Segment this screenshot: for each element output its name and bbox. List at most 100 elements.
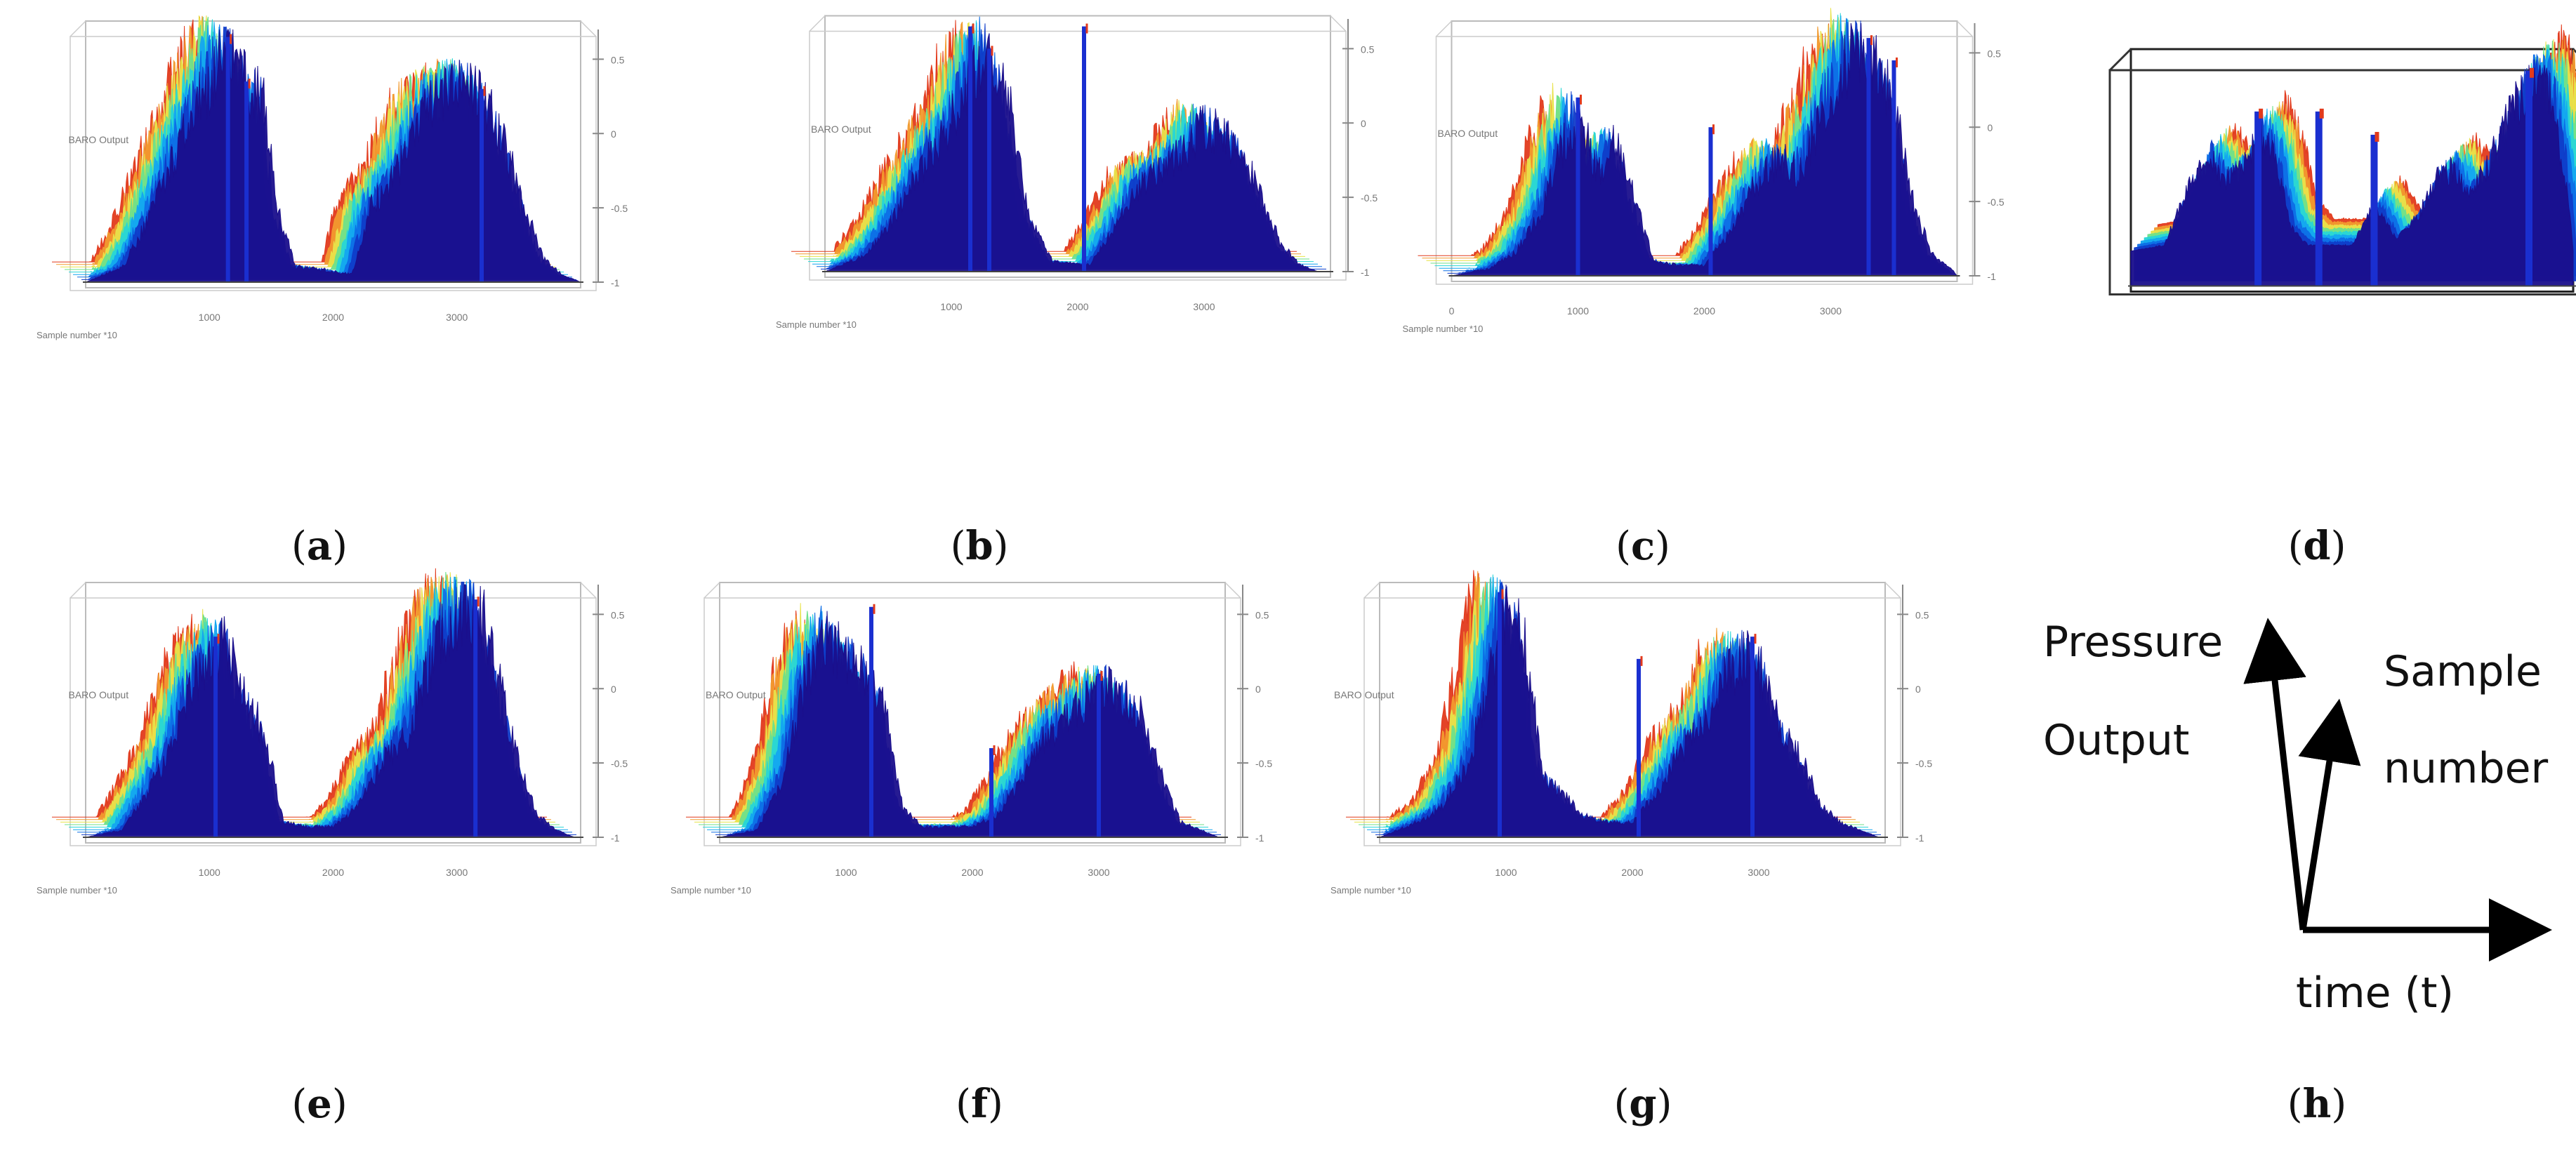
z-axis-title: BARO Output: [1438, 128, 1498, 139]
caption-b: (b): [950, 523, 1009, 569]
chart-b: 0.5 0 -0.5 -1 BARO Output 1000 2000 3000 Sample …: [776, 15, 1378, 330]
x-axis-title: Sample number *10: [776, 319, 857, 330]
panel-d: 0.50-0.5-1: [2036, 24, 2576, 519]
z-tick-label: -1: [1255, 832, 1264, 844]
z-tick-label: -1: [611, 832, 620, 844]
frame-edge: [1435, 20, 1453, 37]
z-tick-label: -1: [1361, 267, 1370, 278]
layer-g-0: [1379, 584, 1885, 838]
z-axis-f: 0.5 0 -0.5 -1: [1237, 585, 1272, 844]
pressure-label: Pressure: [2043, 618, 2224, 667]
frame-back: [1379, 582, 1886, 844]
z-axis-g: 0.5 0 -0.5 -1: [1897, 585, 1932, 844]
z-tick-label: 0.5: [611, 54, 625, 65]
frame-edge: [1956, 20, 1974, 37]
caption-f: (f): [956, 1081, 1003, 1127]
caption-a: (a): [291, 523, 348, 569]
caption-g: (g): [1613, 1081, 1672, 1127]
z-tick-label: -0.5: [1361, 192, 1378, 204]
frame-edge: [1330, 15, 1347, 32]
sample-axis-arrow: [2298, 698, 2361, 931]
frame-edge: [580, 582, 597, 599]
z-tick-label: -1: [1915, 832, 1924, 844]
frame-edge: [1224, 582, 1241, 599]
chart-e: 0.5 0 -0.5 -1 BARO Output 1000 2000 3000 Sample …: [37, 568, 628, 896]
x-tick-label: 1000: [199, 867, 220, 878]
time-label: time (t): [2296, 969, 2454, 1018]
panel-c: 0.5 0 -0.5 -1 BARO Output 0 1000 2000 3000 Sample…: [1362, 0, 2004, 533]
caption-h: (h): [2287, 1081, 2347, 1127]
plot-frame-f: [704, 582, 1241, 846]
z-tick-label: 0.5: [1915, 609, 1929, 620]
panel-h-legend: Pressure Output Sample number time (t): [2022, 604, 2570, 1039]
x-tick-label: 2000: [1693, 305, 1715, 317]
panel-f: 0.5 0 -0.5 -1 BARO Output 1000 2000 3000 Sample …: [671, 561, 1272, 1095]
z-tick-label: 0: [1915, 684, 1921, 695]
x-tick-label: 0: [1449, 305, 1455, 317]
layer-d-0: [2130, 65, 2574, 286]
plot-frame-c: [1435, 20, 1974, 285]
frame-back: [824, 15, 1331, 278]
caption-c: (c): [1616, 523, 1670, 569]
z-axis-a: 0.5 0 -0.5 -1: [593, 29, 628, 288]
x-tick-label: 3000: [1820, 305, 1842, 317]
frame-edge: [809, 15, 826, 32]
chart-f: 0.5 0 -0.5 -1 BARO Output 1000 2000 3000 Sample …: [671, 582, 1272, 896]
chart-a: 0.5 0 -0.5 -1 BARO Output 1000 2000 3000 Sample …: [37, 15, 628, 340]
frame-front: [1363, 597, 1901, 846]
number-label: number: [2384, 744, 2549, 793]
z-axis-title: BARO Output: [1334, 689, 1394, 700]
frame-back: [85, 20, 581, 288]
x-tick-label: 1000: [835, 867, 857, 878]
z-tick-label: 0: [1255, 684, 1261, 695]
x-tick-label: 2000: [1066, 301, 1088, 312]
z-tick-label: 0: [611, 128, 616, 140]
x-tick-label: 2000: [961, 867, 983, 878]
z-axis-c: 0.5 0 -0.5 -1: [1969, 23, 2004, 282]
frame-edge: [70, 20, 86, 37]
x-tick-label: 2000: [322, 312, 344, 323]
plot-frame-b: [809, 15, 1347, 281]
z-tick-label: -1: [1988, 271, 1997, 282]
z-tick-label: 0.5: [1361, 44, 1375, 55]
frame-edge: [2108, 48, 2132, 72]
x-tick-label: 2000: [1621, 867, 1643, 878]
z-tick-label: 0: [611, 684, 616, 695]
plot-frame-g: [1363, 582, 1901, 846]
chart-g: 0.5 0 -0.5 -1 BARO Output 1000 2000 3000 Sample …: [1330, 570, 1932, 896]
x-tick-label: 3000: [1193, 301, 1215, 312]
z-tick-label: 0.5: [611, 609, 625, 620]
x-axis-title: Sample number *10: [37, 885, 117, 896]
z-tick-label: -0.5: [611, 758, 628, 769]
layer-e-0: [85, 584, 581, 838]
panel-g: 0.5 0 -0.5 -1 BARO Output 1000 2000 3000 Sample …: [1330, 561, 1932, 1095]
pressure-axis-arrow: [2243, 618, 2306, 931]
frame-edge: [70, 582, 86, 599]
x-axis-title: Sample number *10: [37, 330, 117, 340]
z-tick-label: -0.5: [611, 203, 628, 214]
x-tick-label: 2000: [322, 867, 344, 878]
chart-d: 0.50-0.5-1: [2108, 24, 2576, 295]
z-axis-title: BARO Output: [706, 689, 766, 700]
x-tick-label: 1000: [940, 301, 962, 312]
layer-b-0: [824, 33, 1330, 272]
x-tick-label: 3000: [1088, 867, 1109, 878]
panel-e: 0.5 0 -0.5 -1 BARO Output 1000 2000 3000 Sample …: [37, 561, 628, 1095]
z-axis-title: BARO Output: [69, 134, 129, 145]
frame-back: [85, 582, 581, 844]
z-axis-b: 0.5 0 -0.5 -1: [1342, 19, 1378, 278]
chart-c: 0.5 0 -0.5 -1 BARO Output 0 1000 2000 3000 Sample…: [1403, 8, 2004, 334]
x-axis-title: Sample number *10: [1403, 324, 1484, 334]
z-tick-label: 0: [1988, 122, 1993, 133]
z-tick-label: -0.5: [1255, 758, 1272, 769]
x-tick-label: 1000: [199, 312, 220, 323]
z-tick-label: -0.5: [1988, 197, 2004, 208]
frame-front: [2108, 69, 2576, 295]
caption-e: (e): [291, 1081, 348, 1127]
frame-front: [704, 597, 1241, 846]
frame-edge: [580, 20, 597, 37]
plot-frame-e: [70, 582, 597, 846]
x-tick-label: 1000: [1495, 867, 1517, 878]
frame-front: [1435, 36, 1974, 285]
panel-b: 0.5 0 -0.5 -1 BARO Output 1000 2000 3000 Sample …: [709, 0, 1378, 533]
